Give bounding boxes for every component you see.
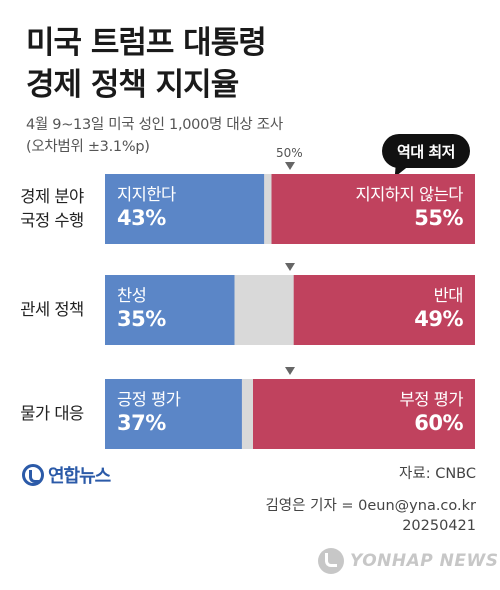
bar-positive-2 — [105, 379, 242, 449]
logo-text: 연합뉴스 — [48, 466, 111, 487]
negative-value: 60% — [414, 411, 463, 435]
midpoint-marker-2 — [285, 367, 295, 375]
title-line-1: 미국 트럼프 대통령 — [26, 25, 267, 61]
survey-period: 4월 9~13일 미국 성인 1,000명 대상 조사 — [26, 117, 283, 133]
bar-negative-0 — [271, 174, 475, 244]
record-low-badge: 역대 최저 — [382, 134, 470, 168]
bar-positive-1 — [105, 275, 235, 345]
margin-of-error: (오차범위 ±3.1%p) — [26, 139, 150, 155]
negative-category: 지지하지 않는다 — [355, 185, 463, 204]
credit: 김영은 기자 = 0eun@yna.co.kr 20250421 — [265, 496, 476, 536]
row-label-line-1: 관세 정책 — [20, 300, 84, 319]
publish-date: 20250421 — [402, 518, 476, 534]
bar-positive-0 — [105, 174, 265, 244]
yonhap-logo: 연합뉴스 — [22, 462, 111, 488]
negative-category: 부정 평가 — [399, 390, 464, 409]
watermark-text: YONHAP NEWS — [350, 551, 499, 571]
negative-label-1: 반대 49% — [414, 285, 463, 330]
negative-label-2: 부정 평가 60% — [399, 389, 464, 435]
watermark-logo-icon — [318, 548, 344, 574]
positive-value: 35% — [117, 307, 166, 331]
reporter-credit: 김영은 기자 = 0eun@yna.co.kr — [265, 498, 476, 514]
positive-value: 43% — [117, 206, 166, 230]
yonhap-logo-icon — [22, 464, 44, 486]
row-label-line-1: 물가 대응 — [20, 404, 84, 423]
source-note: 자료: CNBC — [399, 466, 476, 482]
row-label-line-1: 경제 분야 — [20, 187, 84, 206]
midpoint-label: 50% — [276, 146, 303, 160]
positive-category: 지지한다 — [117, 185, 176, 204]
negative-value: 55% — [414, 206, 463, 230]
row-label-2: 물가 대응 — [4, 402, 100, 426]
positive-category: 긍정 평가 — [117, 390, 181, 409]
positive-label-0: 지지한다 43% — [117, 184, 176, 229]
midpoint-marker-0 — [285, 162, 295, 170]
negative-category: 반대 — [433, 286, 464, 305]
midpoint-marker-1 — [285, 263, 295, 271]
positive-label-2: 긍정 평가 37% — [117, 389, 181, 435]
survey-info: 4월 9~13일 미국 성인 1,000명 대상 조사 (오차범위 ±3.1%p… — [26, 114, 283, 158]
chart-title: 미국 트럼프 대통령 경제 정책 지지율 — [26, 22, 267, 106]
positive-category: 찬성 — [117, 286, 147, 305]
negative-value: 49% — [414, 307, 463, 331]
positive-label-1: 찬성 35% — [117, 285, 166, 330]
row-label-line-2: 국정 수행 — [20, 211, 84, 230]
row-label-1: 관세 정책 — [4, 298, 100, 322]
title-line-2: 경제 정책 지지율 — [26, 67, 239, 103]
bar-negative-2 — [253, 379, 475, 449]
bar-negative-1 — [293, 275, 475, 345]
positive-value: 37% — [117, 411, 166, 435]
watermark: YONHAP NEWS — [318, 548, 498, 574]
negative-label-0: 지지하지 않는다 55% — [355, 184, 463, 229]
